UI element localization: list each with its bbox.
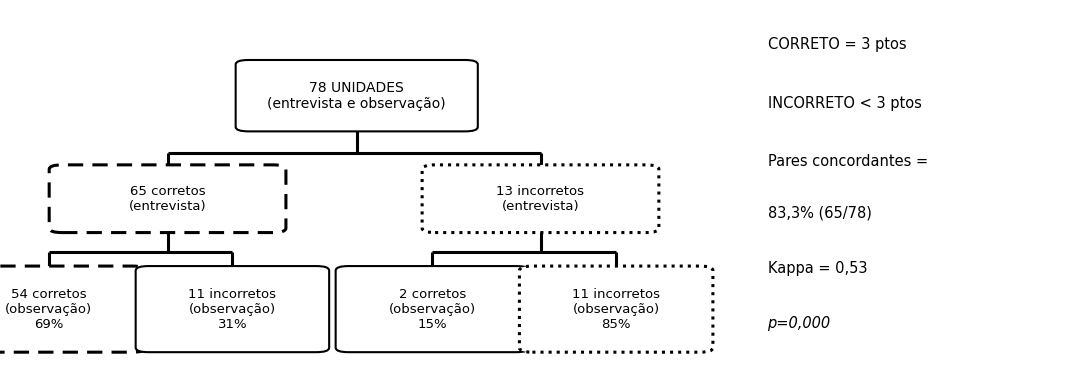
FancyBboxPatch shape xyxy=(50,165,285,233)
FancyBboxPatch shape xyxy=(336,266,530,352)
Text: 2 corretos
(observação)
15%: 2 corretos (observação) 15% xyxy=(389,288,476,330)
Text: 54 corretos
(observação)
69%: 54 corretos (observação) 69% xyxy=(5,288,92,330)
Text: INCORRETO < 3 ptos: INCORRETO < 3 ptos xyxy=(768,96,921,110)
FancyBboxPatch shape xyxy=(136,266,329,352)
FancyBboxPatch shape xyxy=(0,266,146,352)
Text: 83,3% (65/78): 83,3% (65/78) xyxy=(768,206,871,221)
FancyBboxPatch shape xyxy=(236,60,478,131)
Text: 13 incorretos
(entrevista): 13 incorretos (entrevista) xyxy=(496,185,585,213)
Text: Pares concordantes =: Pares concordantes = xyxy=(768,155,927,169)
Text: CORRETO = 3 ptos: CORRETO = 3 ptos xyxy=(768,37,906,52)
Text: p=0,000: p=0,000 xyxy=(768,316,830,331)
Text: 65 corretos
(entrevista): 65 corretos (entrevista) xyxy=(129,185,206,213)
Text: 78 UNIDADES
(entrevista e observação): 78 UNIDADES (entrevista e observação) xyxy=(267,81,446,111)
Text: Kappa = 0,53: Kappa = 0,53 xyxy=(768,261,867,276)
FancyBboxPatch shape xyxy=(519,266,713,352)
Text: 11 incorretos
(observação)
85%: 11 incorretos (observação) 85% xyxy=(572,288,660,330)
Text: 11 incorretos
(observação)
31%: 11 incorretos (observação) 31% xyxy=(188,288,277,330)
FancyBboxPatch shape xyxy=(422,165,658,233)
